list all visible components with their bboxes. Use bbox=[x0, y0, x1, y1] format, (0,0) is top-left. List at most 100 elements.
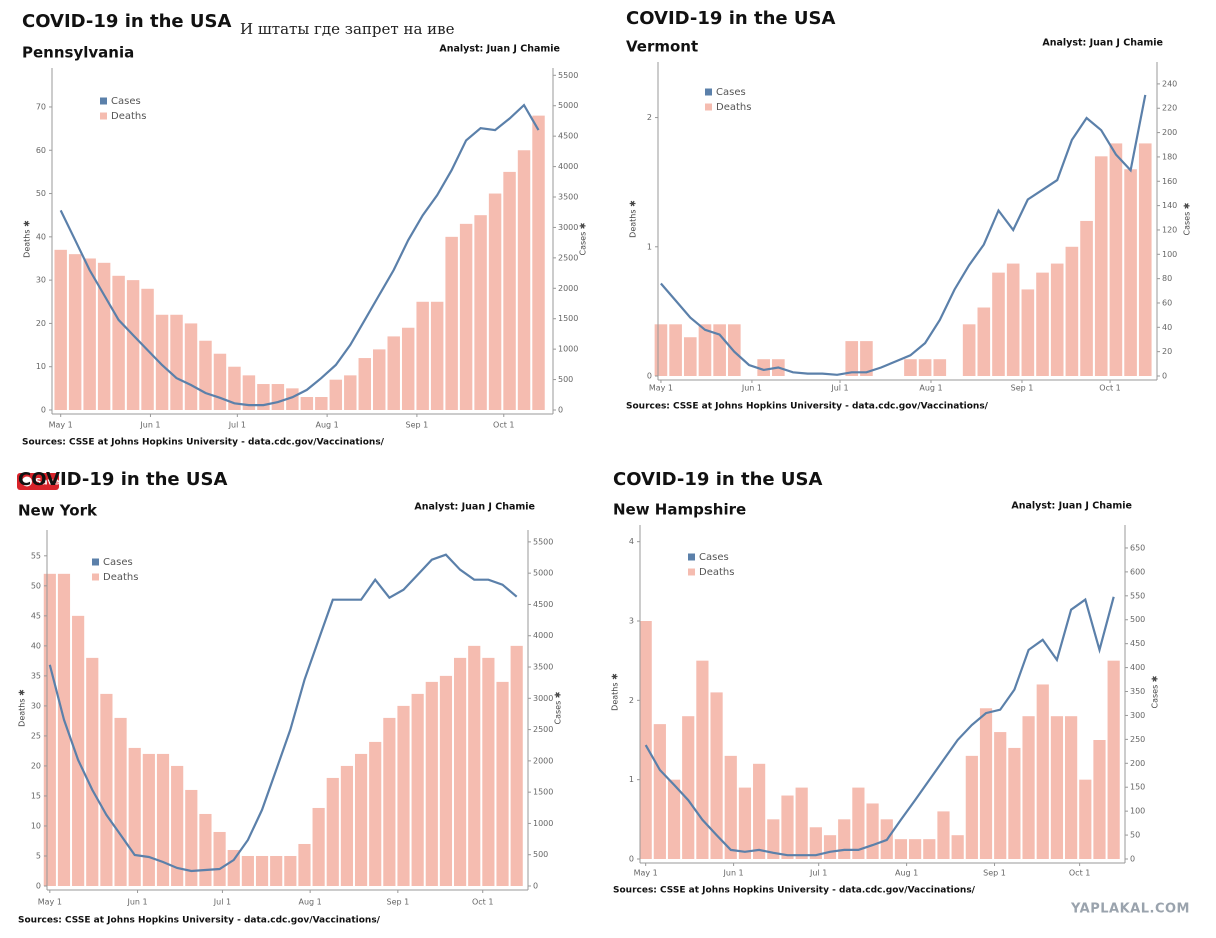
bar bbox=[933, 359, 947, 376]
bar bbox=[654, 324, 668, 376]
bar bbox=[298, 843, 311, 886]
bar bbox=[430, 301, 444, 410]
y2-tick-label: 100 bbox=[1162, 250, 1177, 259]
bar bbox=[383, 717, 396, 886]
bar bbox=[286, 388, 299, 410]
y2-tick-label: 3500 bbox=[533, 663, 553, 672]
bar bbox=[416, 301, 429, 410]
bar bbox=[845, 341, 859, 376]
x-tick-label: Sep 1 bbox=[1011, 384, 1034, 393]
y-tick-label: 20 bbox=[31, 761, 41, 770]
y2-axis-label: Cases ✱ bbox=[579, 222, 588, 255]
bar bbox=[1065, 716, 1078, 859]
y2-tick-label: 200 bbox=[1162, 128, 1177, 137]
y-tick-label: 0 bbox=[41, 406, 46, 415]
x-tick-label: Jun 1 bbox=[139, 421, 160, 430]
y-tick-label: 45 bbox=[31, 611, 41, 620]
y-axis-label: Deaths ✱ bbox=[18, 689, 27, 727]
bar bbox=[904, 359, 917, 376]
y2-tick-label: 400 bbox=[1130, 663, 1145, 672]
y2-tick-label: 0 bbox=[558, 406, 563, 415]
legend-swatch bbox=[688, 553, 695, 561]
bar bbox=[894, 839, 908, 859]
legend-swatch bbox=[688, 568, 695, 576]
legend-swatch bbox=[705, 88, 712, 96]
bar bbox=[951, 835, 964, 859]
y2-tick-label: 4500 bbox=[533, 600, 553, 609]
chart-title: COVID-19 in the USA bbox=[613, 469, 822, 490]
bar bbox=[358, 358, 371, 410]
y-axis-label: Deaths ✱ bbox=[611, 673, 620, 711]
bar bbox=[184, 323, 198, 410]
bar bbox=[860, 341, 873, 376]
y-tick-label: 20 bbox=[36, 319, 46, 328]
bar bbox=[300, 397, 314, 410]
bar bbox=[228, 366, 241, 410]
y2-tick-label: 5000 bbox=[533, 569, 553, 578]
legend-label: Cases bbox=[699, 552, 729, 563]
y2-tick-label: 4000 bbox=[533, 631, 553, 640]
bar bbox=[156, 753, 170, 886]
bar bbox=[329, 379, 343, 410]
y2-tick-label: 0 bbox=[533, 882, 538, 891]
y2-tick-label: 500 bbox=[533, 850, 548, 859]
y-tick-label: 30 bbox=[36, 276, 46, 285]
bar bbox=[781, 795, 794, 859]
y-tick-label: 10 bbox=[31, 821, 41, 830]
y-tick-label: 55 bbox=[31, 551, 41, 560]
y2-tick-label: 20 bbox=[1162, 347, 1172, 356]
bar bbox=[114, 717, 127, 886]
x-tick-label: Sep 1 bbox=[406, 421, 429, 430]
legend-label: Cases bbox=[111, 96, 141, 107]
bar bbox=[326, 777, 339, 886]
y-tick-label: 70 bbox=[36, 102, 46, 111]
bar bbox=[112, 275, 125, 410]
save-icon bbox=[22, 476, 32, 487]
chart-subtitle: Pennsylvania bbox=[22, 44, 134, 62]
x-tick-label: Oct 1 bbox=[1099, 384, 1120, 393]
bar bbox=[242, 375, 256, 410]
bar bbox=[171, 765, 184, 886]
y2-tick-label: 220 bbox=[1162, 104, 1177, 113]
cases-line bbox=[59, 103, 540, 407]
bar bbox=[445, 236, 458, 410]
bar bbox=[83, 258, 96, 410]
legend-label: Deaths bbox=[111, 111, 146, 122]
x-tick-label: May 1 bbox=[49, 421, 73, 430]
y-tick-label: 60 bbox=[36, 146, 46, 155]
bar bbox=[401, 327, 415, 410]
source: Sources: CSSE at Johns Hopkins Universit… bbox=[22, 438, 385, 448]
bar bbox=[482, 657, 495, 886]
bar bbox=[977, 307, 991, 376]
bar bbox=[411, 693, 424, 886]
bar bbox=[532, 115, 545, 411]
y2-tick-label: 50 bbox=[1130, 831, 1140, 840]
analyst: Analyst: Juan J Chamie bbox=[439, 44, 560, 55]
legend-swatch bbox=[92, 573, 99, 581]
y2-tick-label: 2500 bbox=[533, 725, 553, 734]
y2-tick-label: 150 bbox=[1130, 783, 1145, 792]
bar bbox=[126, 280, 140, 410]
y2-tick-label: 180 bbox=[1162, 152, 1177, 161]
bar bbox=[1006, 263, 1020, 376]
bar bbox=[496, 681, 509, 886]
bar bbox=[696, 660, 709, 859]
y-tick-label: 0 bbox=[647, 372, 652, 381]
bar bbox=[503, 171, 516, 410]
bar bbox=[369, 741, 382, 886]
y2-tick-label: 650 bbox=[1130, 543, 1145, 552]
legend-label: Cases bbox=[716, 87, 746, 98]
bar bbox=[340, 765, 354, 886]
x-tick-label: Aug 1 bbox=[895, 869, 918, 878]
bar bbox=[54, 249, 67, 410]
y-tick-label: 0 bbox=[629, 855, 634, 864]
y2-tick-label: 1500 bbox=[533, 788, 553, 797]
bar bbox=[213, 831, 226, 886]
y-tick-label: 2 bbox=[647, 113, 652, 122]
y2-tick-label: 100 bbox=[1130, 807, 1145, 816]
legend-label: Deaths bbox=[699, 567, 734, 578]
y-tick-label: 2 bbox=[629, 696, 634, 705]
save-label[interactable]: Save bbox=[35, 478, 60, 488]
y2-tick-label: 1000 bbox=[533, 819, 553, 828]
